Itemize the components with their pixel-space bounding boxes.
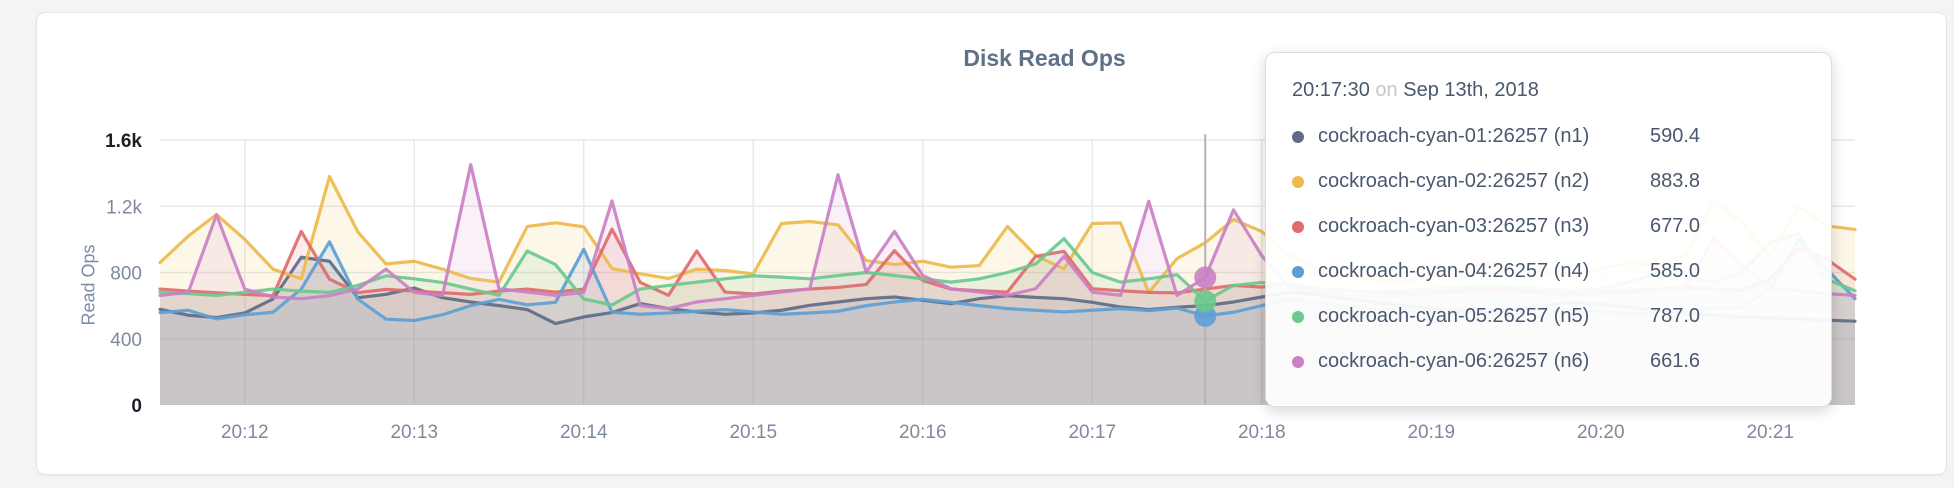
x-tick-label: 20:21 — [1746, 422, 1794, 443]
tooltip-date: Sep 13th, 2018 — [1403, 79, 1539, 101]
tooltip-rows: cockroach-cyan-01:26257 (n1) 590.4 cockroa… — [1292, 114, 1805, 384]
tooltip-series-value: 661.6 — [1650, 350, 1701, 372]
tooltip-series-label: cockroach-cyan-04:26257 (n4) — [1318, 260, 1590, 282]
tooltip-series-label: cockroach-cyan-05:26257 (n5) — [1318, 305, 1590, 327]
series-color-dot-icon — [1292, 310, 1304, 323]
chart-title: Disk Read Ops — [963, 45, 1126, 71]
tooltip-series-value: 677.0 — [1650, 215, 1701, 237]
tooltip-series-value: 585.0 — [1650, 260, 1701, 282]
x-tick-label: 20:20 — [1577, 422, 1625, 443]
tooltip-series-label: cockroach-cyan-02:26257 (n2) — [1318, 170, 1590, 192]
y-tick-label: 0 — [131, 396, 142, 417]
tooltip-row: cockroach-cyan-05:26257 (n5) 787.0 — [1292, 294, 1805, 339]
tooltip-series-label: cockroach-cyan-06:26257 (n6) — [1318, 350, 1590, 372]
tooltip-row: cockroach-cyan-06:26257 (n6) 661.6 — [1292, 339, 1805, 384]
hover-dot-n6 — [1194, 266, 1217, 289]
series-color-dot-icon — [1292, 175, 1304, 188]
series-color-dot-icon — [1292, 220, 1304, 233]
y-tick-label: 400 — [110, 330, 142, 351]
x-tick-label: 20:12 — [221, 422, 269, 443]
x-tick-label: 20:19 — [1407, 422, 1455, 443]
series-color-dot-icon — [1292, 265, 1304, 278]
x-tick-label: 20:18 — [1238, 422, 1286, 443]
series-color-dot-icon — [1292, 355, 1304, 368]
tooltip-row: cockroach-cyan-03:26257 (n3) 677.0 — [1292, 204, 1805, 249]
tooltip-row: cockroach-cyan-04:26257 (n4) 585.0 — [1292, 249, 1805, 294]
hover-dot-n5 — [1194, 289, 1217, 312]
tooltip-series-value: 787.0 — [1650, 305, 1701, 327]
y-tick-label: 1.2k — [106, 197, 142, 218]
x-tick-label: 20:16 — [899, 422, 947, 443]
tooltip-row: cockroach-cyan-01:26257 (n1) 590.4 — [1292, 114, 1805, 159]
tooltip-series-label: cockroach-cyan-01:26257 (n1) — [1318, 125, 1590, 147]
series-color-dot-icon — [1292, 130, 1304, 143]
tooltip-row: cockroach-cyan-02:26257 (n2) 883.8 — [1292, 159, 1805, 204]
tooltip-preposition: on — [1375, 79, 1398, 101]
tooltip-series-value: 883.8 — [1650, 170, 1701, 192]
tooltip-time: 20:17:30 — [1292, 79, 1370, 101]
chart-tooltip: 20:17:30 on Sep 13th, 2018 cockroach-cya… — [1265, 52, 1832, 407]
tooltip-header: 20:17:30 on Sep 13th, 2018 — [1292, 79, 1805, 102]
tooltip-series-value: 590.4 — [1650, 125, 1701, 147]
x-tick-label: 20:15 — [729, 422, 777, 443]
tooltip-series-label: cockroach-cyan-03:26257 (n3) — [1318, 215, 1590, 237]
x-tick-label: 20:14 — [560, 422, 608, 443]
y-tick-label: 1.6k — [105, 131, 142, 152]
x-tick-label: 20:13 — [390, 422, 438, 443]
x-tick-label: 20:17 — [1068, 422, 1116, 443]
y-tick-label: 800 — [110, 264, 142, 285]
